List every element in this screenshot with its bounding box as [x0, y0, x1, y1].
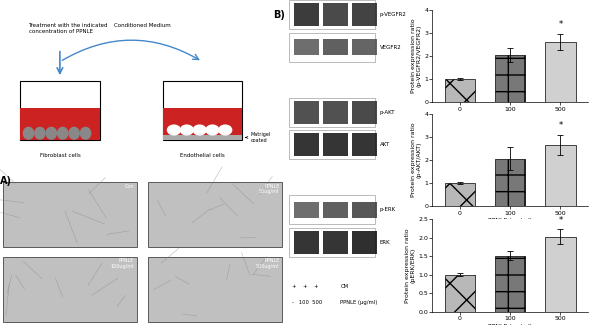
FancyBboxPatch shape	[163, 81, 242, 140]
Text: -   100  500: - 100 500	[292, 300, 323, 305]
Text: p-ERK: p-ERK	[380, 207, 396, 212]
Bar	[352, 39, 377, 55]
Bar	[289, 0, 375, 29]
Text: *: *	[558, 20, 563, 30]
Text: Endothelial cells: Endothelial cells	[180, 153, 225, 158]
Text: Matrigel
coated: Matrigel coated	[245, 132, 271, 143]
Text: *: *	[558, 121, 563, 130]
Ellipse shape	[219, 125, 232, 135]
Text: Conditioned Medium: Conditioned Medium	[114, 23, 171, 28]
Y-axis label: Protein expression ratio
(pERK/ERK): Protein expression ratio (pERK/ERK)	[405, 228, 416, 303]
Text: B): B)	[273, 10, 285, 20]
Bar	[289, 227, 375, 257]
Bar	[294, 101, 318, 124]
Bar	[163, 108, 242, 140]
Bar	[289, 98, 375, 127]
Bar	[3, 182, 137, 247]
Bar	[294, 133, 318, 156]
Bar	[323, 202, 347, 218]
Text: p-VEGFR2: p-VEGFR2	[380, 12, 406, 17]
Circle shape	[46, 127, 56, 139]
Bar	[289, 130, 375, 159]
Circle shape	[69, 127, 79, 139]
Text: +    +    +: + + +	[292, 283, 319, 289]
Circle shape	[58, 127, 68, 139]
Bar	[323, 39, 347, 55]
Bar	[289, 32, 375, 62]
X-axis label: PPNLE (μg/ml): PPNLE (μg/ml)	[488, 114, 532, 119]
Bar	[352, 3, 377, 26]
Text: CM: CM	[340, 283, 349, 289]
FancyBboxPatch shape	[20, 81, 100, 140]
Bar	[445, 275, 475, 312]
Circle shape	[80, 127, 91, 139]
Bar	[3, 257, 137, 322]
Ellipse shape	[193, 125, 206, 135]
Bar	[352, 202, 377, 218]
Bar	[445, 79, 475, 102]
Bar	[323, 133, 347, 156]
Bar	[495, 159, 525, 206]
Bar	[148, 257, 282, 322]
Text: *: *	[558, 216, 563, 225]
Y-axis label: Protein expression ratio
(p-AKT/AKT): Protein expression ratio (p-AKT/AKT)	[410, 123, 422, 197]
Bar	[352, 231, 377, 254]
Bar	[294, 3, 318, 26]
Text: p-AKT: p-AKT	[380, 110, 395, 115]
Bar	[545, 145, 576, 206]
Bar	[445, 183, 475, 206]
Bar	[148, 182, 282, 247]
Bar	[294, 39, 318, 55]
Bar	[323, 231, 347, 254]
Circle shape	[35, 127, 45, 139]
X-axis label: PPNLE (μg/ml): PPNLE (μg/ml)	[488, 324, 532, 325]
Bar	[495, 55, 525, 102]
Bar	[323, 3, 347, 26]
Text: ERK: ERK	[380, 240, 390, 245]
Text: Fibroblast cells: Fibroblast cells	[39, 153, 80, 158]
Y-axis label: Protein expression ratio
(p-VEGFR2/VEGFR2): Protein expression ratio (p-VEGFR2/VEGFR…	[410, 19, 422, 93]
Text: PPNLE
50ug/ml: PPNLE 50ug/ml	[259, 184, 279, 194]
Bar	[495, 256, 525, 312]
Text: PPNLE
100ug/ml: PPNLE 100ug/ml	[110, 258, 134, 269]
Text: VEGFR2: VEGFR2	[380, 45, 402, 50]
Ellipse shape	[168, 125, 181, 135]
Bar	[352, 133, 377, 156]
Bar	[545, 237, 576, 312]
Text: Treatment with the indicated
concentration of PPNLE: Treatment with the indicated concentrati…	[29, 23, 108, 33]
Text: Con: Con	[125, 184, 134, 188]
Text: AKT: AKT	[380, 142, 390, 147]
Text: PPNLE
500ug/ml: PPNLE 500ug/ml	[256, 258, 279, 269]
Text: PPNLE (μg/ml): PPNLE (μg/ml)	[340, 300, 378, 305]
Bar	[163, 135, 242, 140]
Circle shape	[23, 127, 34, 139]
Bar	[294, 231, 318, 254]
Bar	[352, 101, 377, 124]
Ellipse shape	[206, 125, 219, 135]
Bar	[323, 101, 347, 124]
Bar	[545, 42, 576, 102]
Bar	[20, 108, 100, 140]
Bar	[294, 202, 318, 218]
Ellipse shape	[181, 125, 193, 135]
X-axis label: PPNLE (μg/ml): PPNLE (μg/ml)	[488, 218, 532, 223]
Bar	[289, 195, 375, 224]
Text: A): A)	[0, 176, 12, 186]
